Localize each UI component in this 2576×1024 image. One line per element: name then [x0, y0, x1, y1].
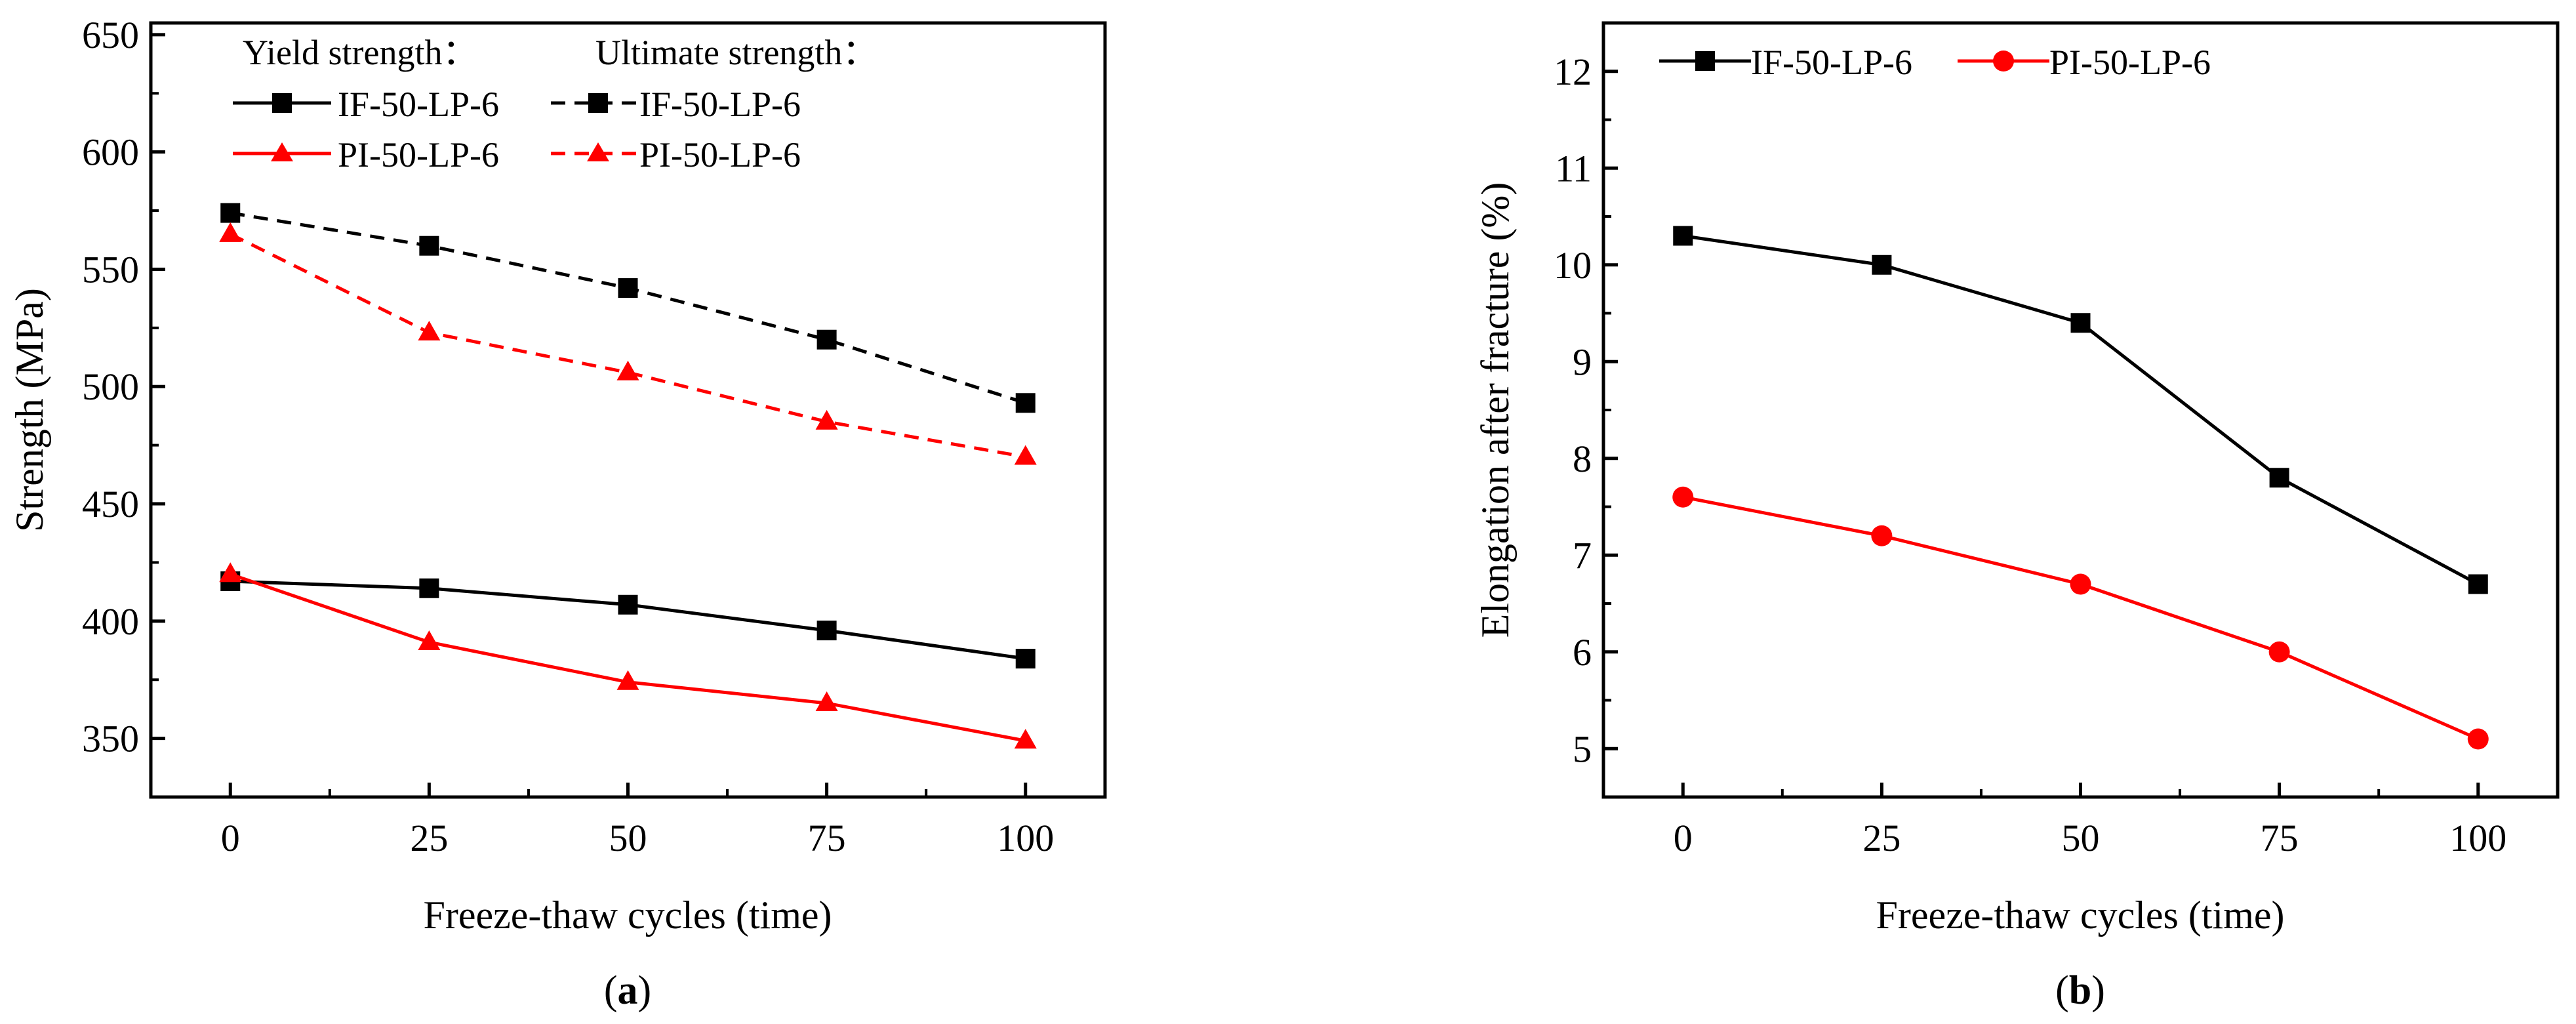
- panel-b-x-axis-title: Freeze-thaw cycles (time): [1876, 893, 2285, 937]
- data-point: [419, 578, 439, 598]
- panel-b-series: [1672, 226, 2489, 750]
- data-point: [2070, 313, 2091, 333]
- series-1-PI-50-LP-6: [219, 562, 1037, 749]
- data-point: [2269, 468, 2289, 488]
- panel-b-label: (b): [2055, 968, 2105, 1013]
- y-tick-label: 7: [1573, 534, 1592, 577]
- data-point: [616, 670, 639, 690]
- y-tick-label: 550: [82, 248, 139, 291]
- legend-entry-ultimate-pi: PI-50-LP-6: [551, 135, 801, 174]
- y-tick-label: 10: [1554, 244, 1592, 287]
- series-1-PI-50-LP-6: [1672, 486, 2489, 750]
- legend-label-b-pi: PI-50-LP-6: [2049, 43, 2211, 82]
- data-point: [219, 222, 242, 242]
- panel-a-y-ticks: 350 400 450 500 550 600 650: [82, 14, 165, 760]
- data-point: [1871, 525, 1893, 546]
- panel-b-y-ticks: 5 6 7 8 9 10 11 12: [1554, 51, 1618, 770]
- data-point: [219, 562, 242, 583]
- data-point: [418, 321, 441, 340]
- y-tick-label: 350: [82, 718, 139, 760]
- y-tick-label: 5: [1573, 727, 1592, 770]
- data-point: [1015, 393, 1036, 413]
- data-point: [2467, 728, 2489, 750]
- legend-label-yield-pi: PI-50-LP-6: [338, 135, 499, 174]
- x-tick-label: 50: [2062, 817, 2100, 859]
- legend-entry-b-pi: PI-50-LP-6: [1958, 43, 2211, 82]
- legend-label-ultimate-pi: PI-50-LP-6: [639, 135, 801, 174]
- y-tick-label: 500: [82, 365, 139, 408]
- x-tick-label: 75: [2261, 817, 2299, 859]
- panel-a-label: (a): [604, 968, 651, 1013]
- legend-label-yield-if: IF-50-LP-6: [338, 85, 499, 124]
- data-point: [418, 630, 441, 650]
- data-point: [1673, 226, 1693, 246]
- series-0-IF-50-LP-6: [220, 571, 1036, 669]
- y-tick-label: 6: [1573, 631, 1592, 674]
- panel-b-y-axis-title: Elongation after fracture (%): [1474, 182, 1517, 638]
- legend-entry-ultimate-if: IF-50-LP-6: [551, 85, 801, 124]
- legend-label-b-if: IF-50-LP-6: [1751, 43, 1912, 82]
- series-0-IF-50-LP-6: [1673, 226, 2488, 594]
- data-point: [1014, 729, 1037, 749]
- legend-entry-b-if: IF-50-LP-6: [1659, 43, 1912, 82]
- data-point: [1015, 649, 1036, 669]
- data-point: [1872, 255, 1892, 275]
- x-tick-label: 100: [2449, 817, 2506, 859]
- data-point: [2468, 574, 2488, 594]
- data-point: [815, 691, 838, 711]
- series-line: [230, 579, 1026, 661]
- x-tick-label: 25: [410, 817, 448, 859]
- data-point: [816, 329, 837, 350]
- y-tick-label: 8: [1573, 438, 1592, 480]
- x-tick-label: 0: [1674, 817, 1693, 859]
- x-tick-label: 25: [1862, 817, 1901, 859]
- panel-a-strength-chart: 350 400 450 500 550 600 650 0 25 50 75 100 Yield s…: [8, 14, 1107, 1013]
- y-tick-label: 650: [82, 14, 139, 56]
- panel-b-elongation-chart: 5 6 7 8 9 10 11 12 0 25 50 75 100 IF-50-LP-6 PI-50-…: [1474, 21, 2560, 1013]
- y-tick-label: 600: [82, 131, 139, 174]
- series-line: [1682, 234, 2479, 586]
- series-3-PI-50-LP-6: [219, 222, 1037, 465]
- x-tick-label: 100: [997, 817, 1054, 859]
- data-point: [815, 409, 838, 430]
- series-line: [230, 232, 1026, 459]
- data-point: [1672, 486, 1694, 508]
- panel-b-x-ticks: 0 25 50 75 100: [1674, 783, 2506, 859]
- panel-b-plot-frame: [1601, 21, 2560, 799]
- panel-a-x-ticks: 0 25 50 75 100: [221, 783, 1054, 859]
- x-tick-label: 50: [609, 817, 647, 859]
- data-point: [616, 360, 639, 380]
- series-2-IF-50-LP-6: [220, 203, 1036, 413]
- data-point: [1014, 445, 1037, 465]
- x-tick-label: 0: [221, 817, 240, 859]
- y-tick-label: 9: [1573, 340, 1592, 383]
- legend-entry-yield-pi: PI-50-LP-6: [233, 135, 499, 174]
- data-point: [618, 278, 638, 298]
- data-point: [816, 621, 837, 641]
- panel-b-legend: IF-50-LP-6 PI-50-LP-6: [1659, 43, 2211, 82]
- data-point: [419, 236, 439, 256]
- panel-a-x-axis-title: Freeze-thaw cycles (time): [424, 893, 832, 937]
- legend-entry-yield-if: IF-50-LP-6: [233, 85, 499, 124]
- data-point: [2070, 573, 2091, 595]
- y-tick-label: 450: [82, 483, 139, 525]
- legend-label-ultimate-if: IF-50-LP-6: [639, 85, 801, 124]
- data-point: [618, 594, 638, 615]
- panel-a-series: [219, 203, 1037, 749]
- legend-header-ultimate: Ultimate strength：: [595, 33, 877, 72]
- panel-a-legend: Yield strength： Ultimate strength： IF-50…: [233, 33, 877, 174]
- panel-a-y-axis-title: Strength (MPa): [8, 288, 51, 532]
- legend-header-yield: Yield strength：: [243, 33, 477, 72]
- y-tick-label: 11: [1555, 147, 1592, 190]
- y-tick-label: 400: [82, 600, 139, 643]
- x-tick-label: 75: [808, 817, 846, 859]
- y-tick-label: 12: [1554, 51, 1592, 93]
- series-line: [1682, 495, 2479, 741]
- data-point: [2268, 641, 2290, 663]
- data-point: [220, 203, 241, 223]
